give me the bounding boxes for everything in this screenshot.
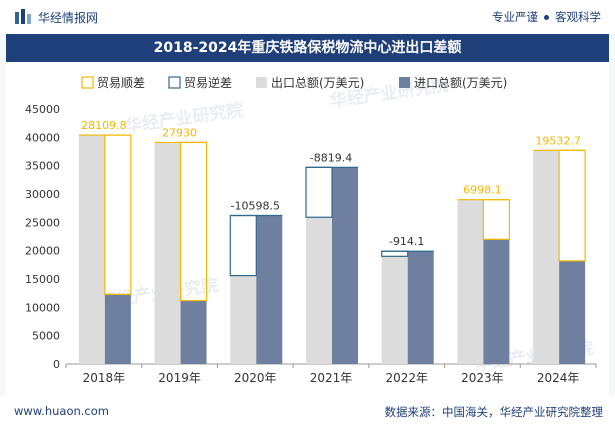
import-bar [483, 239, 510, 364]
footer: www.huaon.com 数据来源：中国海关，华经产业研究院整理 [0, 396, 615, 427]
export-bar [533, 150, 560, 364]
x-tick-label: 2022年 [385, 371, 428, 385]
balance-box-deficit [381, 250, 409, 257]
y-tick-label: 35000 [25, 160, 60, 173]
x-tick-label: 2024年 [537, 371, 580, 385]
balance-label: 28109.8 [81, 119, 127, 132]
export-bar [78, 135, 105, 364]
y-tick-label: 0 [53, 358, 60, 371]
legend-label-surplus: 贸易顺差 [97, 76, 145, 90]
y-tick-label: 5000 [32, 330, 60, 343]
legend-swatch-surplus [81, 76, 94, 89]
bar-chart: 华经产业研究院华经产业研究院华经产业研究院华经产业研究院贸易顺差贸易逆差出口总额… [25, 75, 597, 385]
export-bar [154, 142, 181, 364]
y-tick-label: 30000 [25, 188, 60, 201]
data-source: 数据来源：中国海关，华经产业研究院整理 [384, 405, 604, 419]
export-bar [457, 199, 484, 364]
legend-swatch-import [399, 77, 410, 88]
x-tick-label: 2019年 [158, 371, 201, 385]
tagline-dot-icon [544, 14, 549, 20]
brand-logo-icon [15, 9, 31, 24]
balance-label: -914.1 [389, 235, 424, 248]
y-tick-label: 40000 [25, 131, 60, 144]
export-bar [306, 217, 332, 364]
import-bar [332, 167, 358, 364]
y-tick-label: 10000 [25, 301, 60, 314]
legend-label-deficit: 贸易逆差 [184, 75, 232, 90]
y-tick-label: 20000 [25, 245, 60, 258]
import-bar [559, 260, 586, 364]
legend-swatch-deficit [168, 76, 181, 89]
import-bar [256, 215, 283, 364]
chart-title: 2018-2024年重庆铁路保税物流中心进出口差额 [6, 34, 609, 62]
balance-label: -10598.5 [231, 200, 280, 213]
x-tick-label: 2018年 [83, 371, 126, 385]
balance-box-deficit [305, 166, 333, 218]
legend-label-export: 出口总额(万美元) [271, 76, 364, 90]
x-tick-label: 2020年 [234, 371, 277, 385]
y-tick-label: 45000 [25, 103, 60, 116]
balance-label: -8819.4 [310, 151, 352, 164]
import-bar [104, 294, 131, 364]
top-bar: 华经情报网 专业严谨 客观科学 [0, 0, 615, 34]
legend-label-import: 进口总额(万美元) [414, 76, 507, 90]
brand-name: 华经情报网 [38, 10, 99, 25]
site-url[interactable]: www.huaon.com [14, 404, 109, 418]
chart-area: 华经产业研究院华经产业研究院华经产业研究院华经产业研究院贸易顺差贸易逆差出口总额… [6, 62, 609, 396]
import-bar [180, 300, 207, 364]
legend-swatch-export [256, 77, 267, 88]
export-bar [381, 256, 408, 364]
x-tick-label: 2023年 [461, 371, 504, 385]
import-bar [407, 251, 434, 364]
y-tick-label: 25000 [25, 216, 60, 229]
balance-box-surplus [558, 149, 586, 262]
tagline: 专业严谨 客观科学 [492, 9, 601, 25]
tagline-left: 专业严谨 [492, 10, 538, 24]
x-tick-label: 2021年 [310, 371, 353, 385]
balance-label: 27930 [162, 126, 197, 139]
balance-label: 19532.7 [535, 134, 581, 147]
balance-box-surplus [482, 199, 511, 240]
brand[interactable]: 华经情报网 [14, 8, 98, 26]
balance-label: 6998.1 [463, 184, 502, 197]
export-bar [230, 275, 257, 364]
tagline-right: 客观科学 [555, 10, 601, 24]
y-tick-label: 15000 [25, 273, 60, 286]
balance-box-surplus [104, 134, 132, 295]
balance-box-deficit [229, 214, 257, 277]
